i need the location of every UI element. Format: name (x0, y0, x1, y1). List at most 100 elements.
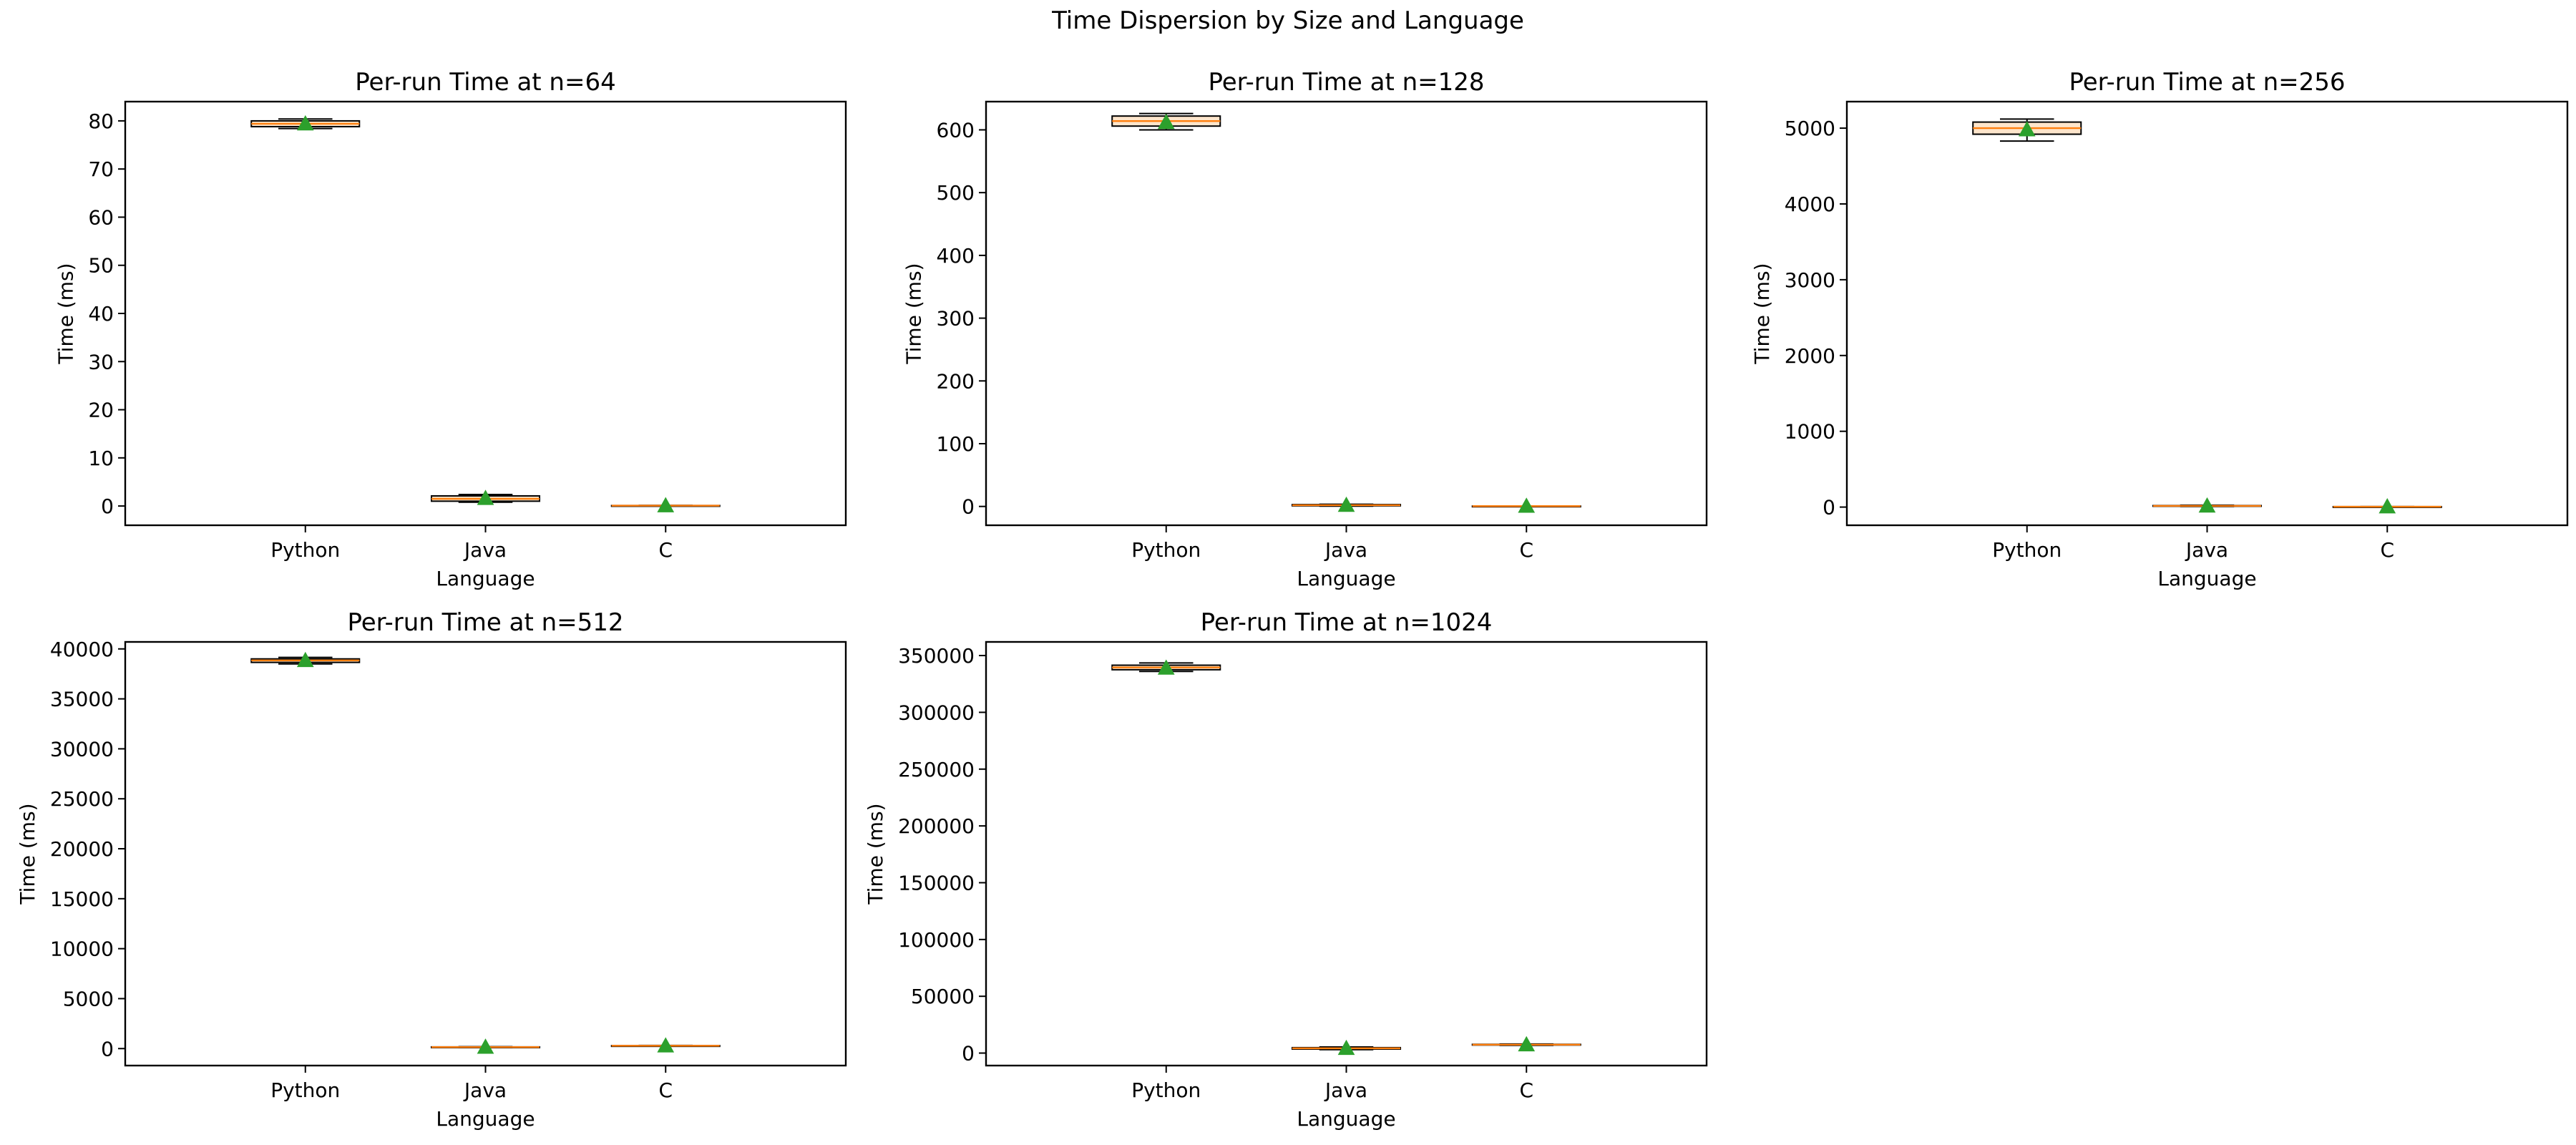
mean-marker (657, 497, 675, 512)
box-python (1111, 659, 1221, 675)
box-c (610, 1037, 721, 1053)
y-tick-label: 30000 (50, 737, 114, 761)
y-tick-label: 30 (88, 350, 114, 374)
y-tick-label: 100000 (898, 928, 975, 952)
y-tick-label: 0 (101, 494, 114, 518)
x-axis-label: Language (1297, 1107, 1395, 1131)
y-tick-label: 5000 (63, 987, 114, 1010)
x-axis-label: Language (1297, 567, 1395, 590)
x-category-label-c: C (658, 538, 673, 562)
chart-panel: Per-run Time at n=1024 0 50000 100000 150000… (864, 608, 1708, 1131)
box-c (2332, 498, 2442, 514)
x-category-label-c: C (1519, 1078, 1533, 1102)
x-category-label-java: Java (1324, 538, 1367, 562)
y-tick-label: 150000 (898, 871, 975, 895)
mean-marker (1337, 1039, 1355, 1056)
y-tick-label: 20 (88, 399, 114, 422)
y-tick-label: 400 (937, 244, 975, 268)
mean-marker (657, 1037, 675, 1053)
x-category-label-python: Python (1992, 538, 2062, 562)
y-tick-label: 0 (101, 1037, 114, 1061)
y-tick-label: 200000 (898, 814, 975, 838)
mean-marker (477, 1038, 494, 1054)
y-tick-label: 60 (88, 205, 114, 229)
chart-panels: Per-run Time at n=64 0 10 20 30 40 50 60 70 80 Tim… (16, 68, 2569, 1131)
x-category-label-java: Java (463, 538, 507, 562)
mean-marker (2379, 498, 2396, 514)
axes-frame (1845, 100, 2569, 527)
y-tick-label: 15000 (50, 887, 114, 911)
y-tick-label: 0 (962, 1042, 975, 1066)
mean-marker (296, 114, 314, 131)
chart-title: Per-run Time at n=1024 (1201, 608, 1493, 637)
x-axis-label: Language (436, 1107, 535, 1131)
box-java (1291, 1039, 1402, 1056)
chart-title: Per-run Time at n=512 (347, 608, 623, 637)
figure-suptitle: Time Dispersion by Size and Language (1051, 6, 1524, 35)
axes-frame (985, 100, 1708, 527)
mean-marker (2198, 497, 2216, 513)
x-category-label-java: Java (1324, 1078, 1367, 1102)
y-tick-label: 600 (937, 118, 975, 142)
y-tick-label: 40000 (50, 638, 114, 661)
y-tick-label: 5000 (1785, 117, 1835, 140)
y-tick-label: 0 (962, 495, 975, 519)
box-python (1972, 118, 2082, 142)
mean-marker (296, 651, 314, 668)
y-axis-label: Time (ms) (1750, 263, 1774, 364)
y-axis-label: Time (ms) (902, 263, 926, 364)
axes-frame (124, 640, 847, 1067)
y-tick-label: 10 (88, 447, 114, 470)
y-tick-label: 300 (937, 307, 975, 331)
x-axis-label: Language (436, 567, 535, 590)
y-tick-label: 70 (88, 157, 114, 181)
chart-panel: Per-run Time at n=64 0 10 20 30 40 50 60 70 80 Tim… (54, 68, 847, 590)
x-category-label-c: C (2380, 538, 2394, 562)
box-python (250, 114, 361, 131)
y-tick-label: 50000 (911, 985, 975, 1008)
y-tick-label: 350000 (898, 644, 975, 668)
y-tick-label: 80 (88, 109, 114, 133)
box-c (1471, 1036, 1581, 1052)
y-tick-label: 0 (1823, 496, 1835, 520)
y-tick-label: 10000 (50, 937, 114, 961)
x-category-label-python: Python (270, 538, 340, 562)
mean-marker (1518, 1036, 1536, 1052)
x-category-label-python: Python (270, 1078, 340, 1102)
mean-marker (1157, 659, 1175, 675)
x-category-label-java: Java (463, 1078, 507, 1102)
chart-title: Per-run Time at n=128 (1208, 68, 1484, 97)
y-tick-label: 200 (937, 369, 975, 393)
y-tick-label: 2000 (1785, 344, 1835, 368)
box-java (430, 489, 541, 505)
y-tick-label: 300000 (898, 701, 975, 724)
y-tick-label: 25000 (50, 787, 114, 811)
chart-panel: Per-run Time at n=512 0 5000 10000 15000 2000… (16, 608, 847, 1131)
box-java (1291, 496, 1402, 512)
x-category-label-python: Python (1131, 538, 1201, 562)
y-tick-label: 20000 (50, 837, 114, 861)
mean-marker (1337, 496, 1355, 512)
chart-title: Per-run Time at n=64 (355, 68, 615, 97)
x-axis-label: Language (2157, 567, 2256, 590)
mean-marker (1157, 113, 1175, 130)
x-category-label-java: Java (2185, 538, 2228, 562)
y-tick-label: 3000 (1785, 268, 1835, 292)
box-python (250, 651, 361, 668)
y-tick-label: 4000 (1785, 193, 1835, 216)
box-c (1471, 497, 1581, 513)
y-axis-label: Time (ms) (16, 803, 39, 905)
mean-marker (2018, 121, 2036, 137)
x-category-label-python: Python (1131, 1078, 1201, 1102)
box-c (610, 497, 721, 512)
x-category-label-c: C (1519, 538, 1533, 562)
y-axis-label: Time (ms) (864, 803, 887, 905)
y-tick-label: 40 (88, 302, 114, 326)
y-tick-label: 1000 (1785, 420, 1835, 444)
box-python (1111, 112, 1221, 131)
y-axis-label: Time (ms) (54, 263, 77, 364)
chart-panel: Per-run Time at n=128 0 100 200 300 400 500 600… (902, 68, 1708, 590)
axes-frame (124, 100, 847, 527)
